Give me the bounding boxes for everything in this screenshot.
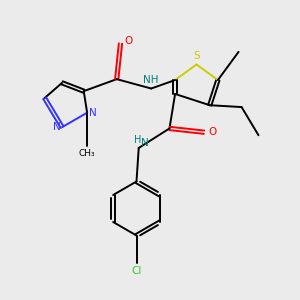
Text: Cl: Cl [131,266,142,277]
Text: N: N [142,139,149,148]
Text: S: S [193,51,200,61]
Text: NH: NH [143,74,159,85]
Text: N: N [89,108,96,118]
Text: H: H [134,135,141,145]
Text: CH₃: CH₃ [79,148,95,158]
Text: N: N [53,122,61,132]
Text: O: O [125,36,133,46]
Text: O: O [209,127,217,137]
